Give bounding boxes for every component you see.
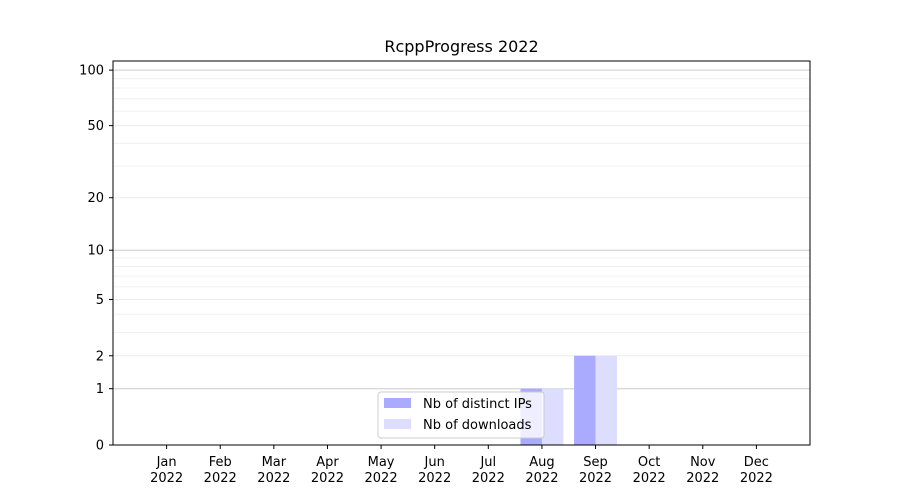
x-tick-label: Dec 2022 bbox=[740, 455, 773, 486]
x-tick-label: Feb 2022 bbox=[204, 455, 237, 486]
y-tick-label: 100 bbox=[79, 64, 104, 79]
x-tick-label: Aug 2022 bbox=[525, 455, 558, 486]
x-tick-label: May 2022 bbox=[365, 455, 398, 486]
x-tick-label: Nov 2022 bbox=[686, 455, 719, 486]
x-tick-label: Oct 2022 bbox=[633, 455, 666, 486]
legend-swatch bbox=[384, 398, 411, 408]
x-tick-label: Jul 2022 bbox=[472, 455, 505, 486]
y-tick-label: 0 bbox=[96, 439, 104, 454]
axes-frame bbox=[112, 60, 811, 446]
x-tick-label: Mar 2022 bbox=[257, 455, 290, 486]
legend: Nb of distinct IPs Nb of downloads bbox=[377, 391, 545, 439]
y-tick-label: 20 bbox=[87, 191, 104, 206]
x-tick-label: Apr 2022 bbox=[311, 455, 344, 486]
x-tick-label: Jan 2022 bbox=[150, 455, 183, 486]
legend-swatch bbox=[384, 419, 411, 429]
x-tick-label: Jun 2022 bbox=[418, 455, 451, 486]
y-tick-label: 10 bbox=[87, 244, 104, 259]
legend-box bbox=[377, 391, 545, 439]
y-tick-label: 1 bbox=[96, 382, 104, 397]
bar-downloads bbox=[541, 388, 564, 445]
x-tick-label: Sep 2022 bbox=[579, 455, 612, 486]
legend-label: Nb of downloads bbox=[423, 418, 532, 433]
bar-ips bbox=[574, 355, 596, 445]
chart-title: RcppProgress 2022 bbox=[384, 37, 538, 56]
legend-label: Nb of distinct IPs bbox=[423, 397, 532, 412]
y-tick-label: 2 bbox=[96, 349, 104, 364]
y-tick-label: 50 bbox=[87, 119, 104, 134]
bar-downloads bbox=[595, 355, 617, 445]
y-tick-label: 5 bbox=[96, 293, 104, 308]
